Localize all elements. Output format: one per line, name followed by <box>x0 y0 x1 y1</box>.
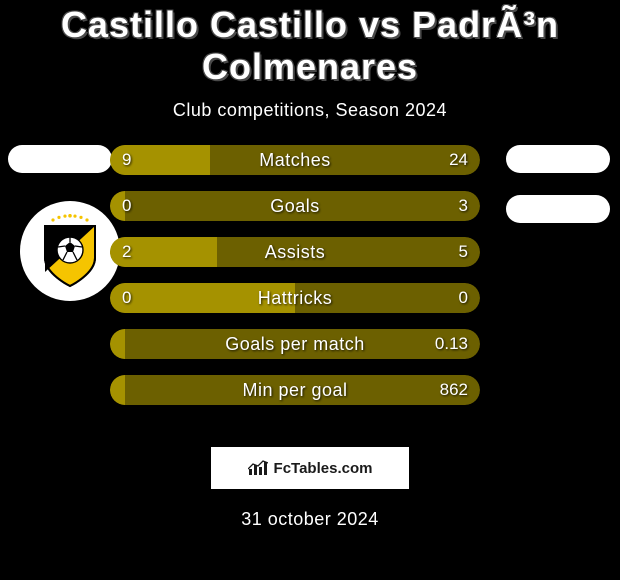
player-chip-right-2 <box>506 195 610 223</box>
stat-row-left-fill <box>110 283 295 313</box>
stat-row-left-fill <box>110 145 210 175</box>
stat-row-left-fill <box>110 237 217 267</box>
branding-badge[interactable]: FcTables.com <box>211 447 409 489</box>
stat-bars: 9Matches24 0Goals3 2Assists5 0Hattricks0 Goa… <box>110 145 480 421</box>
stat-row: Min per goal862 <box>110 375 480 405</box>
soccer-ball-icon <box>57 237 83 263</box>
branding-text: FcTables.com <box>274 460 373 477</box>
club-shield-icon <box>39 214 101 288</box>
stat-row: 0Goals3 <box>110 191 480 221</box>
page-title: Castillo Castillo vs PadrÃ³n Colmenares <box>0 0 620 88</box>
season-subtitle: Club competitions, Season 2024 <box>0 100 620 121</box>
stat-row: 0Hattricks0 <box>110 283 480 313</box>
player-chip-left <box>8 145 112 173</box>
stat-row-left-fill <box>110 191 125 221</box>
stat-row-left-fill <box>110 329 125 359</box>
stat-row-left-fill <box>110 375 125 405</box>
stat-row-right-fill <box>110 191 480 221</box>
snapshot-date: 31 october 2024 <box>0 509 620 530</box>
player-chip-right-1 <box>506 145 610 173</box>
comparison-stage: 9Matches24 0Goals3 2Assists5 0Hattricks0 Goa… <box>0 145 620 445</box>
stat-row: 2Assists5 <box>110 237 480 267</box>
shield-stars-icon <box>51 214 88 222</box>
stat-row: Goals per match0.13 <box>110 329 480 359</box>
stat-row-right-fill <box>110 375 480 405</box>
stat-row: 9Matches24 <box>110 145 480 175</box>
stat-row-right-fill <box>110 329 480 359</box>
bars-chart-icon <box>248 460 268 476</box>
club-badge <box>20 201 120 301</box>
